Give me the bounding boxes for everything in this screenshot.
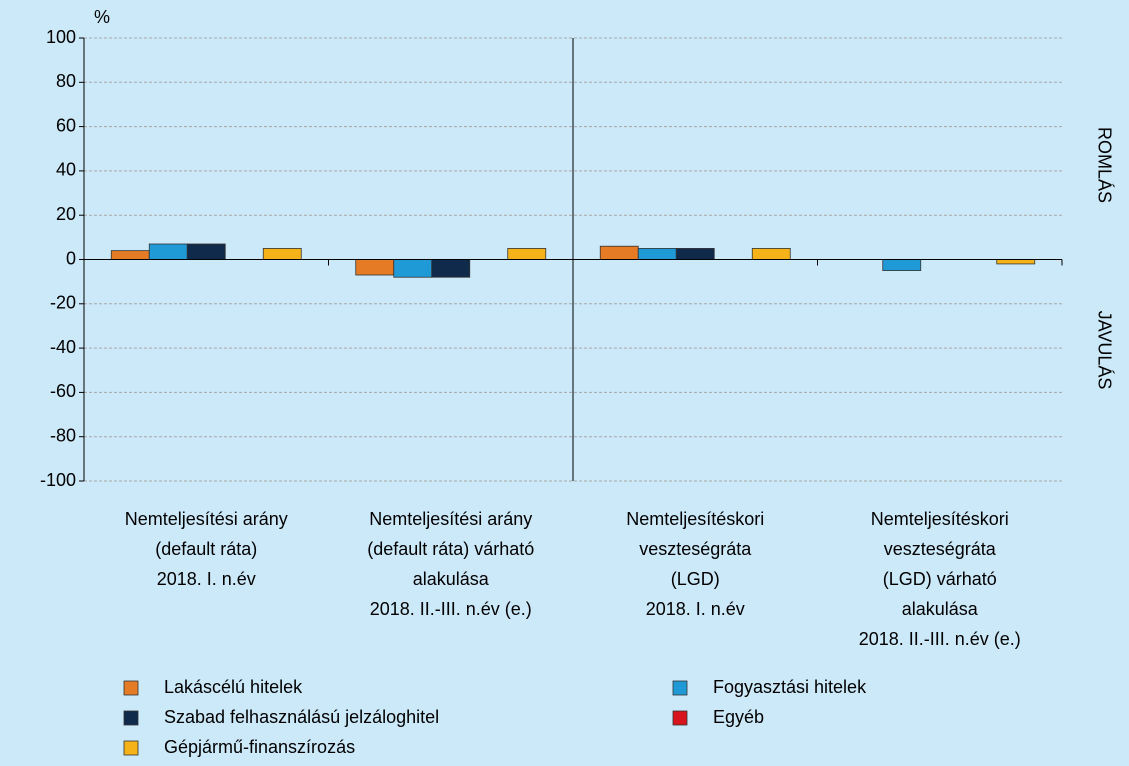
y-tick-label: -60 bbox=[50, 381, 76, 401]
legend-label: Gépjármű-finanszírozás bbox=[164, 737, 355, 757]
x-tick-label: veszteségráta bbox=[639, 539, 752, 559]
x-tick-label: 2018. II.-III. n.év (e.) bbox=[859, 629, 1021, 649]
bar bbox=[882, 259, 922, 271]
bar bbox=[637, 248, 677, 260]
x-tick-label: (default ráta) bbox=[155, 539, 257, 559]
y-tick-label: -40 bbox=[50, 337, 76, 357]
x-tick-label: 2018. I. n.év bbox=[646, 599, 745, 619]
x-tick-label: (default ráta) várható bbox=[367, 539, 534, 559]
x-tick-label: Nemteljesítéskori bbox=[871, 509, 1009, 529]
y-tick-label: 60 bbox=[56, 115, 76, 135]
bar bbox=[393, 259, 433, 278]
bar bbox=[599, 245, 639, 260]
bar bbox=[431, 259, 471, 278]
legend-label: Lakáscélú hitelek bbox=[164, 677, 303, 697]
legend-label: Egyéb bbox=[713, 707, 764, 727]
x-tick-label: Nemteljesítési arány bbox=[369, 509, 532, 529]
y-tick-label: -100 bbox=[40, 470, 76, 490]
bar bbox=[355, 259, 395, 276]
legend-marker bbox=[123, 740, 139, 756]
bar bbox=[675, 248, 715, 260]
x-tick-label: 2018. I. n.év bbox=[157, 569, 256, 589]
y-tick-label: 0 bbox=[66, 248, 76, 268]
bar bbox=[186, 243, 226, 260]
legend-label: Fogyasztási hitelek bbox=[713, 677, 867, 697]
bar bbox=[996, 259, 1036, 265]
bar bbox=[148, 243, 188, 260]
y-tick-label: -80 bbox=[50, 425, 76, 445]
x-tick-label: Nemteljesítési arány bbox=[125, 509, 288, 529]
bar bbox=[262, 248, 302, 260]
x-tick-label: alakulása bbox=[413, 569, 490, 589]
y-unit: % bbox=[94, 7, 110, 27]
right-label: ROMLÁS bbox=[1094, 127, 1114, 203]
legend-marker bbox=[123, 680, 139, 696]
legend-label: Szabad felhasználású jelzáloghitel bbox=[164, 707, 439, 727]
bar bbox=[507, 248, 547, 260]
y-tick-label: 100 bbox=[46, 27, 76, 47]
x-tick-label: veszteségráta bbox=[884, 539, 997, 559]
x-tick-label: 2018. II.-III. n.év (e.) bbox=[370, 599, 532, 619]
y-tick-label: 20 bbox=[56, 204, 76, 224]
y-tick-label: 40 bbox=[56, 160, 76, 180]
legend-marker bbox=[123, 710, 139, 726]
x-tick-label: Nemteljesítéskori bbox=[626, 509, 764, 529]
right-label: JAVULÁS bbox=[1094, 311, 1114, 390]
x-tick-label: (LGD) bbox=[671, 569, 720, 589]
y-tick-label: -20 bbox=[50, 293, 76, 313]
y-tick-label: 80 bbox=[56, 71, 76, 91]
x-tick-label: alakulása bbox=[902, 599, 979, 619]
x-tick-label: (LGD) várható bbox=[883, 569, 997, 589]
legend-marker bbox=[672, 680, 688, 696]
bar bbox=[110, 250, 150, 260]
legend-marker bbox=[672, 710, 688, 726]
bar bbox=[751, 248, 791, 260]
